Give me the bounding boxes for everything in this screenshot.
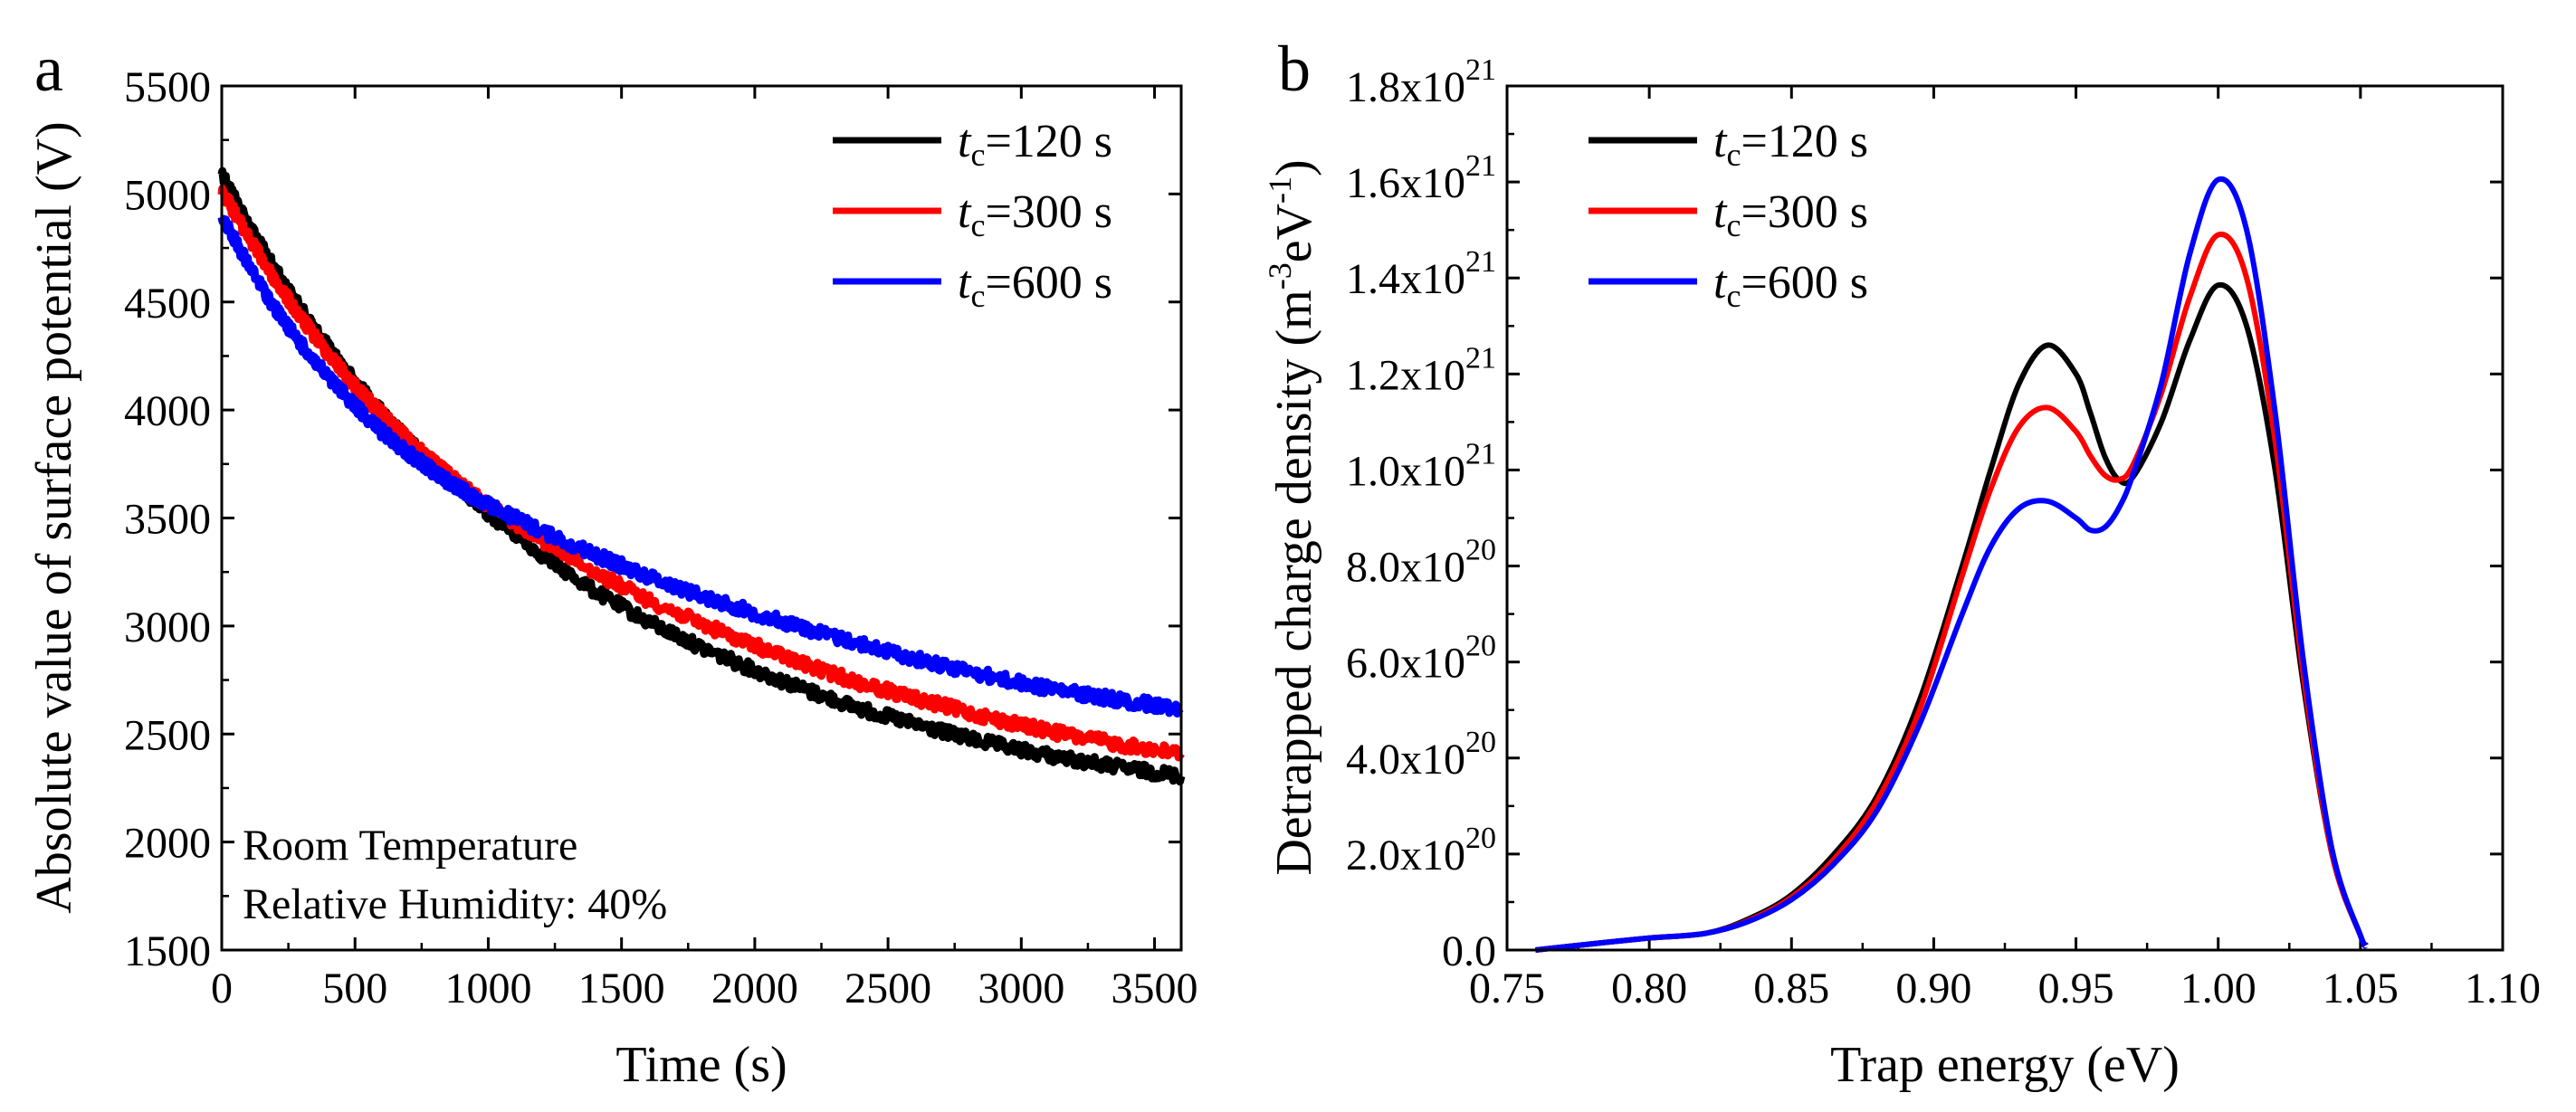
y-tick-exponent: 20	[1465, 630, 1496, 663]
y-tick-label: 6.0x1020	[1346, 630, 1496, 688]
y-tick-label: 1500	[124, 927, 211, 975]
x-tick-label: 0.80	[1611, 965, 1687, 1012]
series-line-tc-300-s	[217, 184, 1185, 762]
legend-label: tc=120 s	[1713, 116, 1868, 173]
y-tick-mantissa: 1.6x10	[1346, 159, 1465, 207]
panel-label-b: b	[1278, 33, 1311, 105]
plot-frame-b	[1505, 84, 2504, 952]
panel-a: a 0 500 1000 1500 2000 2500 3000 3500 1500 2000 25…	[26, 33, 1198, 1093]
y-tick-exponent: 21	[1465, 149, 1496, 183]
y-tick-exponent: 20	[1465, 534, 1496, 567]
y-tick-mantissa: 1.8x10	[1346, 63, 1465, 111]
y-axis-label-b: Detrapped charge density (m-3eV-1)	[1262, 159, 1322, 875]
y-tick-label: 5000	[124, 171, 211, 219]
x-tick-label: 3500	[1111, 965, 1198, 1012]
y-tick-mantissa: 1.2x10	[1346, 351, 1465, 399]
x-axis-label-b: Trap energy (eV)	[1830, 1037, 2180, 1093]
y-tick-label: 1.0x1021	[1346, 437, 1496, 495]
y-tick-label: 1.8x1021	[1346, 53, 1496, 111]
y-tick-label: 5500	[124, 63, 211, 111]
legend-a: tc=120 s tc=300 s tc=600 s	[833, 116, 1112, 314]
y-tick-exponent: 20	[1465, 726, 1496, 759]
x-tick-label: 1.00	[2180, 965, 2256, 1012]
y-tick-label: 1.6x1021	[1346, 149, 1496, 207]
y-tick-mantissa: 2.0x10	[1346, 832, 1465, 879]
x-tick-label: 1000	[444, 965, 531, 1012]
x-tick-label: 1.05	[2323, 965, 2399, 1012]
series-line-tc-600-s	[217, 214, 1184, 718]
y-axis-label-a: Absolute value of surface potential (V)	[26, 121, 82, 913]
annotation-relative-humidity: Relative Humidity: 40%	[243, 880, 667, 928]
x-tick-label: 500	[322, 965, 387, 1012]
y-tick-label: 0.0	[1442, 927, 1496, 975]
y-tick-label: 3000	[124, 604, 211, 651]
x-tick-label: 0.95	[2038, 965, 2114, 1012]
y-tick-exponent: 21	[1465, 341, 1496, 375]
x-tick-label: 0.85	[1753, 965, 1829, 1012]
y-tick-mantissa: 8.0x10	[1346, 544, 1465, 592]
legend-label: tc=120 s	[958, 116, 1112, 173]
series-line-tc-600-s	[1535, 176, 2369, 953]
y-tick-exponent: 21	[1465, 437, 1496, 470]
y-tick-mantissa: 4.0x10	[1346, 736, 1465, 784]
legend-label: tc=600 s	[1713, 257, 1868, 314]
y-tick-label: 4500	[124, 280, 211, 328]
y-tick-mantissa: 1.0x10	[1346, 447, 1465, 495]
legend-label: tc=300 s	[958, 186, 1112, 243]
y-tick-label: 3500	[124, 496, 211, 544]
x-tick-label: 2000	[711, 965, 798, 1012]
y-tick-mantissa: 6.0x10	[1346, 640, 1465, 688]
series-line-tc-300-s	[1535, 231, 2369, 953]
x-axis-label-a: Time (s)	[615, 1037, 787, 1093]
y-tick-label: 2000	[124, 820, 211, 868]
x-tick-label: 1.10	[2465, 965, 2541, 1012]
panel-b: b 0.75 0.80 0.85 0.90 0.95 1.00 1.05 1.10 0.0 2.0…	[1262, 33, 2541, 1093]
panel-label-a: a	[34, 33, 63, 105]
y-tick-exponent: 20	[1465, 822, 1496, 855]
y-tick-mantissa: 0.0	[1442, 927, 1496, 975]
y-tick-exponent: 21	[1465, 245, 1496, 279]
legend-label: tc=300 s	[1713, 186, 1868, 243]
y-tick-mantissa: 1.4x10	[1346, 255, 1465, 303]
x-tick-label: 1500	[578, 965, 665, 1012]
y-tick-label: 1.2x1021	[1346, 341, 1496, 399]
x-tick-label: 0	[211, 965, 233, 1012]
x-tick-label: 2500	[844, 965, 931, 1012]
x-tick-label: 0.75	[1469, 965, 1545, 1012]
legend-b: tc=120 s tc=300 s tc=600 s	[1589, 116, 1868, 314]
x-tick-label: 0.90	[1895, 965, 1971, 1012]
annotation-room-temperature: Room Temperature	[243, 822, 577, 870]
y-tick-exponent: 21	[1465, 53, 1496, 87]
y-tick-label: 4000	[124, 387, 211, 435]
y-tick-label: 2.0x1020	[1346, 822, 1496, 879]
y-tick-label: 2500	[124, 711, 211, 759]
y-tick-label: 8.0x1020	[1346, 534, 1496, 592]
plot-frame-a	[220, 84, 1183, 952]
y-tick-label: 4.0x1020	[1346, 726, 1496, 784]
legend-label: tc=600 s	[958, 257, 1112, 314]
y-tick-label: 1.4x1021	[1346, 245, 1496, 303]
x-tick-label: 3000	[978, 965, 1064, 1012]
